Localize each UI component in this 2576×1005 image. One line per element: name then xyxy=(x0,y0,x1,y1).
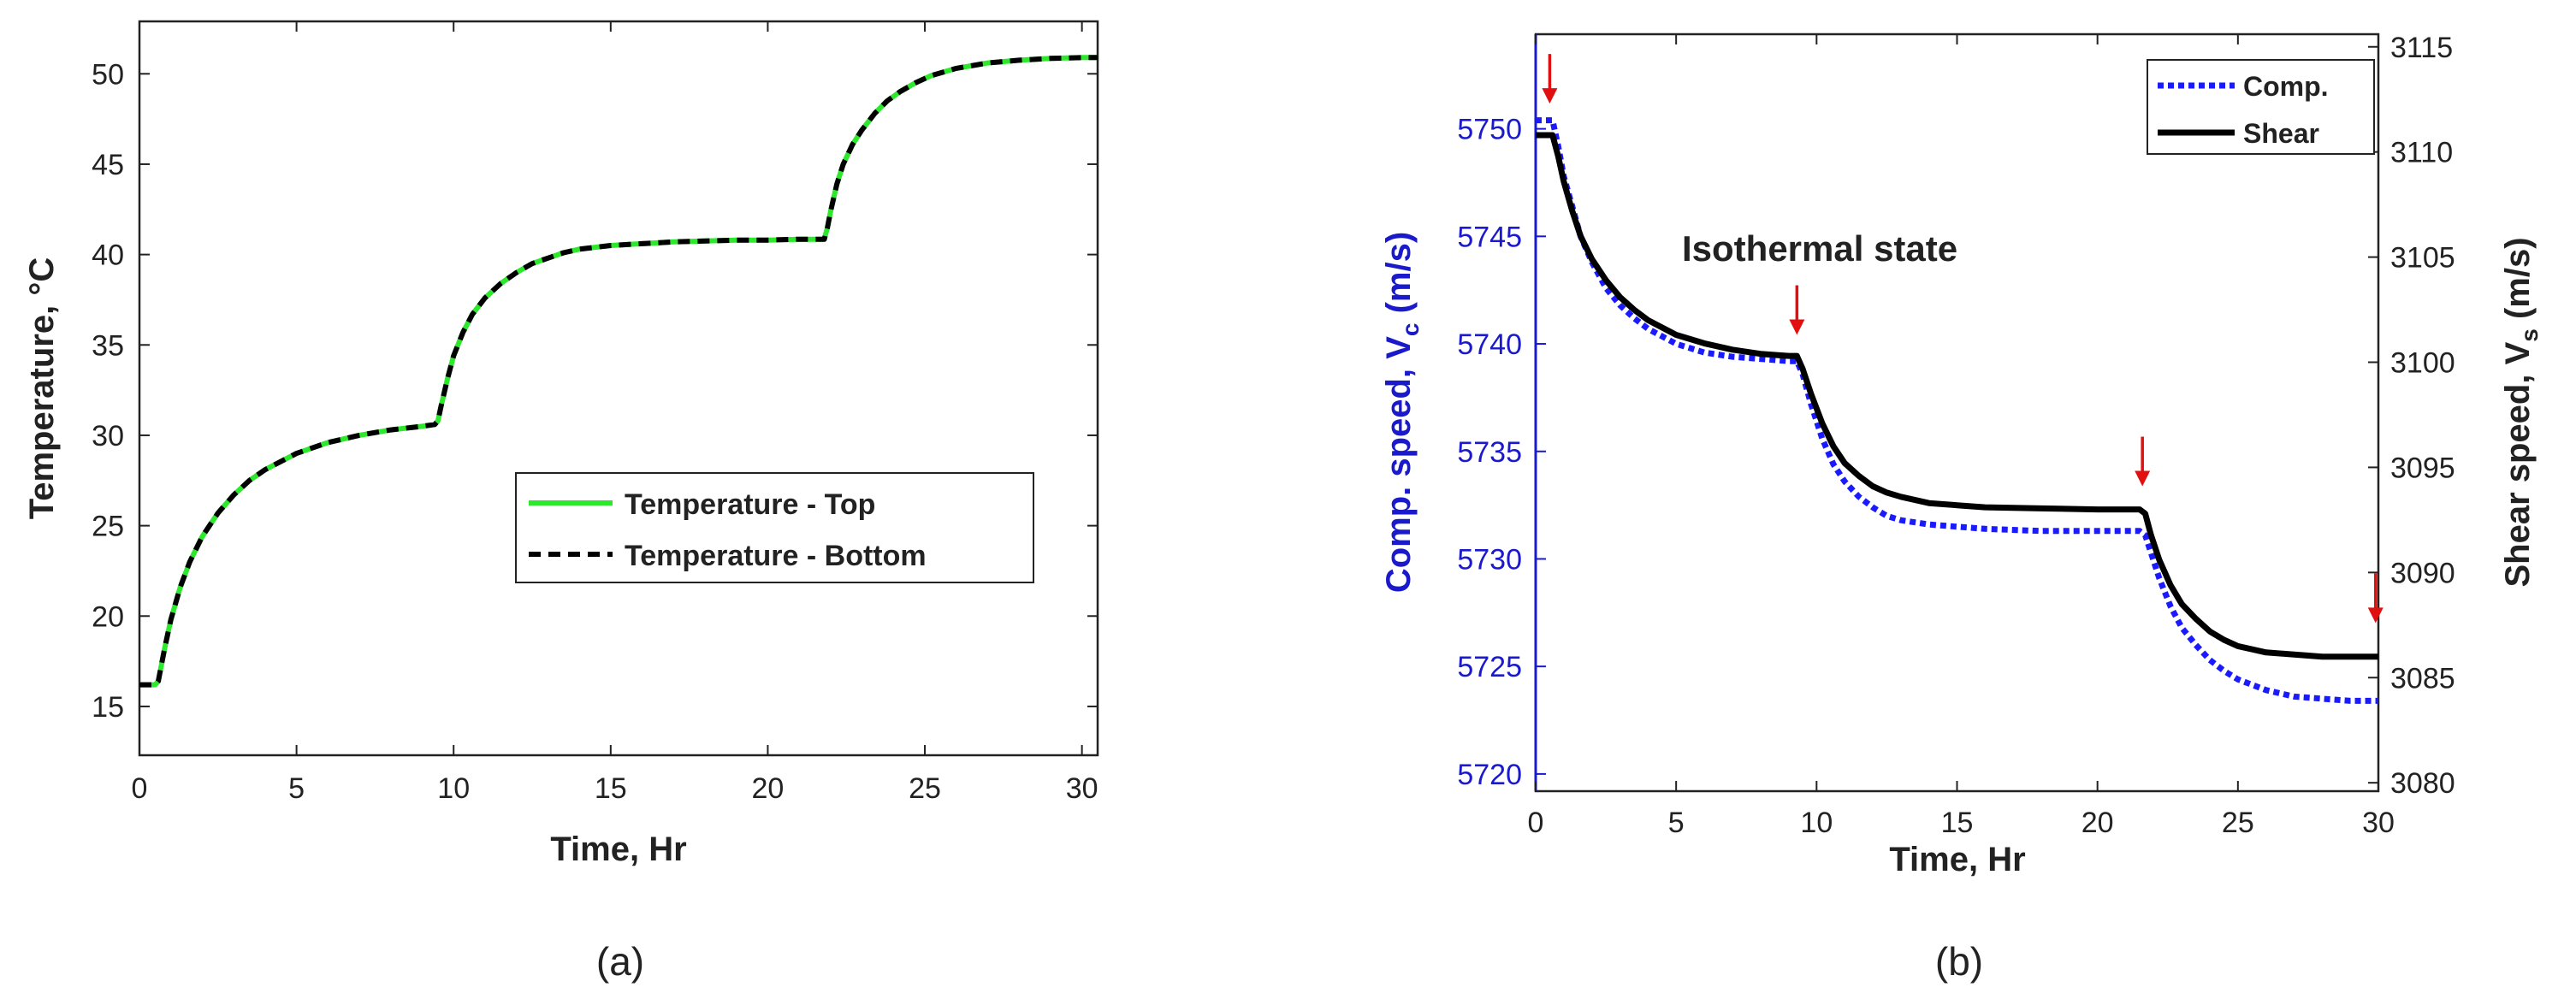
y-tick-label: 35 xyxy=(92,329,124,362)
y-tick-label-right: 3085 xyxy=(2390,662,2455,695)
legend-a: Temperature - Top Temperature - Bottom xyxy=(515,472,1034,583)
y-label-right-unit: (m/s) xyxy=(2499,237,2537,328)
x-tick-label: 0 xyxy=(1528,807,1544,839)
y-label-left-sub: c xyxy=(1397,323,1424,337)
y-tick-label-right: 3110 xyxy=(2390,137,2453,169)
y-axis-label-right-b: Shear speed, Vs (m/s) xyxy=(2499,237,2543,587)
y-axis-label-a: Temperature, °C xyxy=(23,257,61,519)
plot-area-b xyxy=(1534,33,2380,793)
red-arrow-icon xyxy=(2367,573,2384,624)
x-tick-label: 25 xyxy=(2222,807,2254,839)
y-tick-label-left: 5740 xyxy=(1457,328,1522,361)
series-line-comp xyxy=(1536,117,2378,704)
y-tick-label: 45 xyxy=(92,149,124,181)
isothermal-annotation: Isothermal state xyxy=(1682,228,1957,269)
x-tick-label: 10 xyxy=(1800,807,1833,839)
y-label-left-unit: (m/s) xyxy=(1380,232,1418,323)
y-tick-label: 40 xyxy=(92,239,124,272)
y-label-right-text: Shear speed, V xyxy=(2499,341,2537,587)
red-arrow-icon xyxy=(1789,285,1805,335)
x-tick-label: 30 xyxy=(1066,772,1099,805)
series-line-bottom xyxy=(139,55,1098,688)
svg-text:Comp. speed, Vc (m/s): Comp. speed, Vc (m/s) xyxy=(1380,232,1424,593)
y-tick-label-right: 3100 xyxy=(2390,347,2455,380)
y-tick-label: 15 xyxy=(92,691,124,724)
x-tick-label: 30 xyxy=(2362,807,2395,839)
x-tick-label: 20 xyxy=(2082,807,2114,839)
y-tick-label: 50 xyxy=(92,58,124,91)
legend-label-shear: Shear xyxy=(2243,118,2319,149)
x-axis-label-b: Time, Hr xyxy=(1889,841,2025,878)
legend-label-comp: Comp. xyxy=(2243,71,2329,102)
x-tick-label: 10 xyxy=(437,772,470,805)
panel-a: 0 5 10 15 20 25 30 15 20 25 30 35 40 45 50 Time, Hr T… xyxy=(23,20,1099,984)
y-ticks-a: 15 20 25 30 35 40 45 50 xyxy=(92,58,1098,724)
y-tick-label: 25 xyxy=(92,511,124,543)
x-axis-label-a: Time, Hr xyxy=(550,831,686,868)
y-tick-label-left: 5725 xyxy=(1457,651,1522,683)
legend-label-bottom: Temperature - Bottom xyxy=(625,540,927,572)
x-tick-label: 20 xyxy=(752,772,785,805)
y-tick-label-right: 3090 xyxy=(2390,557,2455,589)
x-tick-label: 0 xyxy=(132,772,148,805)
y-tick-label-right: 3115 xyxy=(2390,32,2453,64)
x-ticks-a: 0 5 10 15 20 25 30 xyxy=(132,21,1099,805)
x-tick-label: 15 xyxy=(595,772,627,805)
plot-area-a xyxy=(138,20,1099,757)
series-line-shear xyxy=(1536,132,2378,660)
red-arrow-icon xyxy=(2135,436,2151,487)
series-lines-a xyxy=(139,55,1098,688)
x-tick-label: 5 xyxy=(288,772,305,805)
y-tick-label-right: 3080 xyxy=(2390,767,2455,800)
legend-b: Comp. Shear xyxy=(2147,59,2375,155)
y-tick-label-left: 5750 xyxy=(1457,114,1522,146)
caption-a: (a) xyxy=(596,939,644,984)
y-label-right-sub: s xyxy=(2516,328,2543,342)
x-tick-label: 25 xyxy=(909,772,941,805)
caption-b: (b) xyxy=(1935,939,1983,984)
x-tick-label: 15 xyxy=(1941,807,1974,839)
x-ticks-b: 0 5 10 15 20 25 30 xyxy=(1528,34,2395,839)
y-tick-label-left: 5730 xyxy=(1457,543,1522,576)
svg-text:Shear speed, Vs (m/s): Shear speed, Vs (m/s) xyxy=(2499,237,2543,587)
y-tick-label: 20 xyxy=(92,600,124,633)
y-ticks-left-b: 5720 5725 5730 5735 5740 5745 5750 xyxy=(1457,114,1546,791)
y-tick-label: 30 xyxy=(92,420,124,452)
legend-label-top: Temperature - Top xyxy=(625,488,875,521)
y-ticks-right-b: 3080 3085 3090 3095 3100 3105 3110 3115 xyxy=(2368,32,2455,800)
red-arrow-icon xyxy=(1542,54,1558,104)
y-label-left-text: Comp. speed, V xyxy=(1380,336,1418,593)
y-tick-label-left: 5745 xyxy=(1457,221,1522,253)
legend-box-a xyxy=(515,472,1034,583)
y-tick-label-left: 5735 xyxy=(1457,436,1522,469)
event-arrows-b xyxy=(1542,54,2384,624)
y-tick-label-right: 3095 xyxy=(2390,452,2455,484)
legend-box-b xyxy=(2147,59,2375,155)
y-tick-label-right: 3105 xyxy=(2390,242,2455,275)
series-lines-b xyxy=(1536,117,2378,704)
x-tick-label: 5 xyxy=(1668,807,1685,839)
y-axis-label-left-b: Comp. speed, Vc (m/s) xyxy=(1380,232,1424,593)
y-tick-label-left: 5720 xyxy=(1457,759,1522,791)
panel-b: 0 5 10 15 20 25 30 5720 5725 5730 5735 5740 5745 575… xyxy=(1380,32,2543,984)
